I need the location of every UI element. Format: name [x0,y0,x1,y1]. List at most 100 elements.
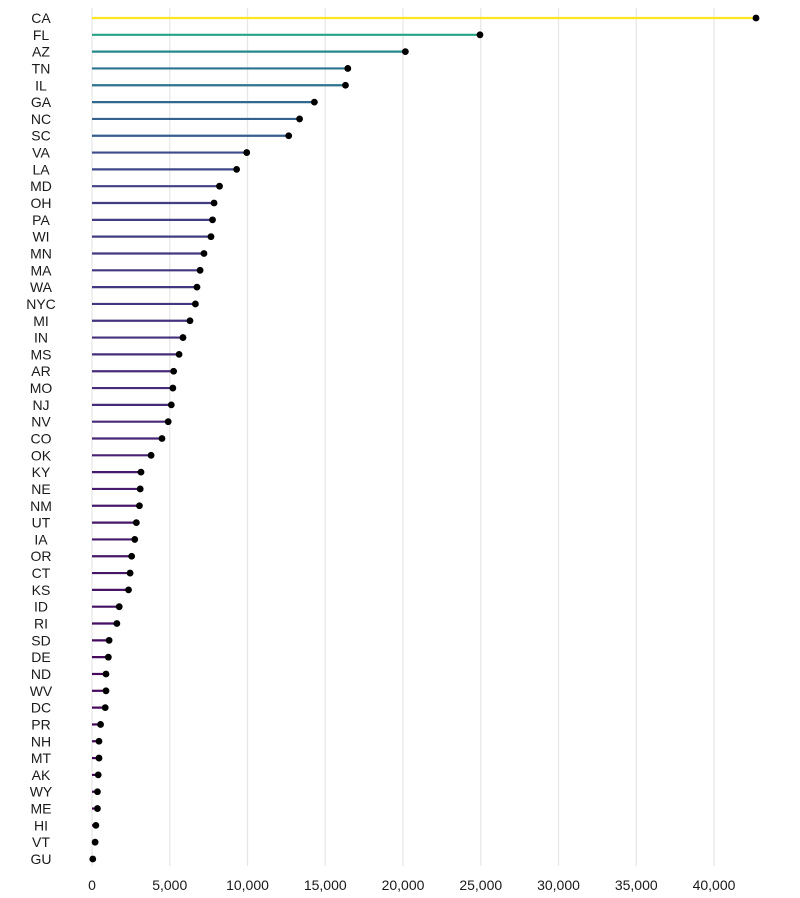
category-label: LA [32,161,50,177]
category-label: GA [31,94,52,110]
x-axis-tick-labels: 0 5,000 10,000 15,000 20,000 25,000 30,000 35,0… [88,877,736,893]
lollipop-dot [296,115,303,123]
category-label: KY [32,464,51,480]
category-label: MN [30,245,52,261]
x-tick-label: 10,000 [226,877,269,893]
category-label: IL [35,77,47,93]
lollipop-dot [179,334,187,341]
x-tick-label: 0 [88,877,96,893]
lollipop-dot [147,451,155,459]
x-tick-label: 40,000 [693,877,736,893]
lollipop-dot [158,435,166,442]
lollipop-dots [89,14,760,863]
category-label: WY [30,784,53,800]
lollipop-dot [344,65,352,72]
lollipop-dot [102,687,110,695]
category-label: NE [31,481,50,497]
lollipop-dot [91,838,99,846]
category-label: MS [31,346,52,362]
category-label: MO [30,380,53,396]
lollipop-dot [210,199,218,207]
lollipop-dot [94,805,101,812]
lollipop-dot [175,351,183,358]
lollipop-dot [243,149,251,156]
lollipop-dot [104,653,112,661]
lollipop-dot [115,603,123,611]
category-label: MI [33,313,49,329]
lollipop-dot [131,536,139,543]
lollipop-dot [169,384,177,392]
category-labels: CAFLAZTNILGANCSCVALAMDOHPAWIMNMAWANYCMII… [26,10,56,867]
lollipop-dot [209,216,216,224]
category-label: MA [31,262,53,278]
lollipop-dot [310,98,318,106]
lollipop-dot [207,233,215,241]
lollipop-dot [94,771,102,779]
category-label: CA [31,10,51,26]
category-label: AK [32,767,51,783]
category-label: NM [30,498,52,514]
lollipop-dot [94,788,101,796]
x-tick-label: 5,000 [152,877,187,893]
lollipop-dot [193,283,201,291]
category-label: NJ [32,397,49,413]
lollipop-dot [401,48,409,56]
lollipop-dot [126,569,134,577]
category-label: ID [34,599,48,615]
category-label: GU [31,851,52,867]
lollipop-dot [89,855,97,863]
category-label: CO [31,431,52,447]
category-label: RI [34,616,48,632]
category-label: HI [34,817,48,833]
category-label: TN [32,60,51,76]
category-label: NV [31,414,51,430]
lollipop-dot [233,165,241,173]
category-label: SD [31,632,50,648]
lollipop-dot [164,418,172,426]
lollipop-dot [105,636,113,644]
lollipop-stems [92,16,756,861]
lollipop-dot [95,737,103,745]
lollipop-dot [196,266,204,274]
category-label: ND [31,666,51,682]
category-label: AR [31,363,50,379]
x-tick-label: 20,000 [382,877,425,893]
category-label: SC [31,128,50,144]
lollipop-dot [132,519,140,526]
category-label: MT [31,750,52,766]
lollipop-dot [95,754,103,762]
category-label: OH [31,195,52,211]
lollipop-dot [186,317,194,325]
category-label: PA [32,212,50,228]
x-tick-label: 15,000 [304,877,347,893]
lollipop-dot [125,586,132,594]
category-label: CT [32,565,51,581]
category-label: WI [32,229,49,245]
lollipop-dot [101,704,109,712]
lollipop-dot [128,552,136,560]
lollipop-dot [136,502,143,510]
category-label: VA [32,145,50,161]
lollipop-dot [342,81,349,89]
x-tick-label: 25,000 [459,877,502,893]
x-tick-label: 35,000 [615,877,658,893]
category-label: MD [30,178,52,194]
category-label: WV [30,683,53,699]
category-label: WA [30,279,53,295]
category-label: AZ [32,44,50,60]
lollipop-dot [136,485,144,493]
category-label: PR [31,716,50,732]
category-label: UT [32,515,51,531]
lollipop-dot [285,132,293,140]
lollipop-dot [92,821,100,829]
category-label: NH [31,733,51,749]
category-label: KS [32,582,51,598]
category-label: DC [31,700,51,716]
lollipop-dot [170,367,178,375]
category-label: IN [34,330,48,346]
category-label: FL [33,27,50,43]
lollipop-dot [216,182,223,190]
lollipop-dot [102,670,110,678]
category-label: ME [31,801,52,817]
